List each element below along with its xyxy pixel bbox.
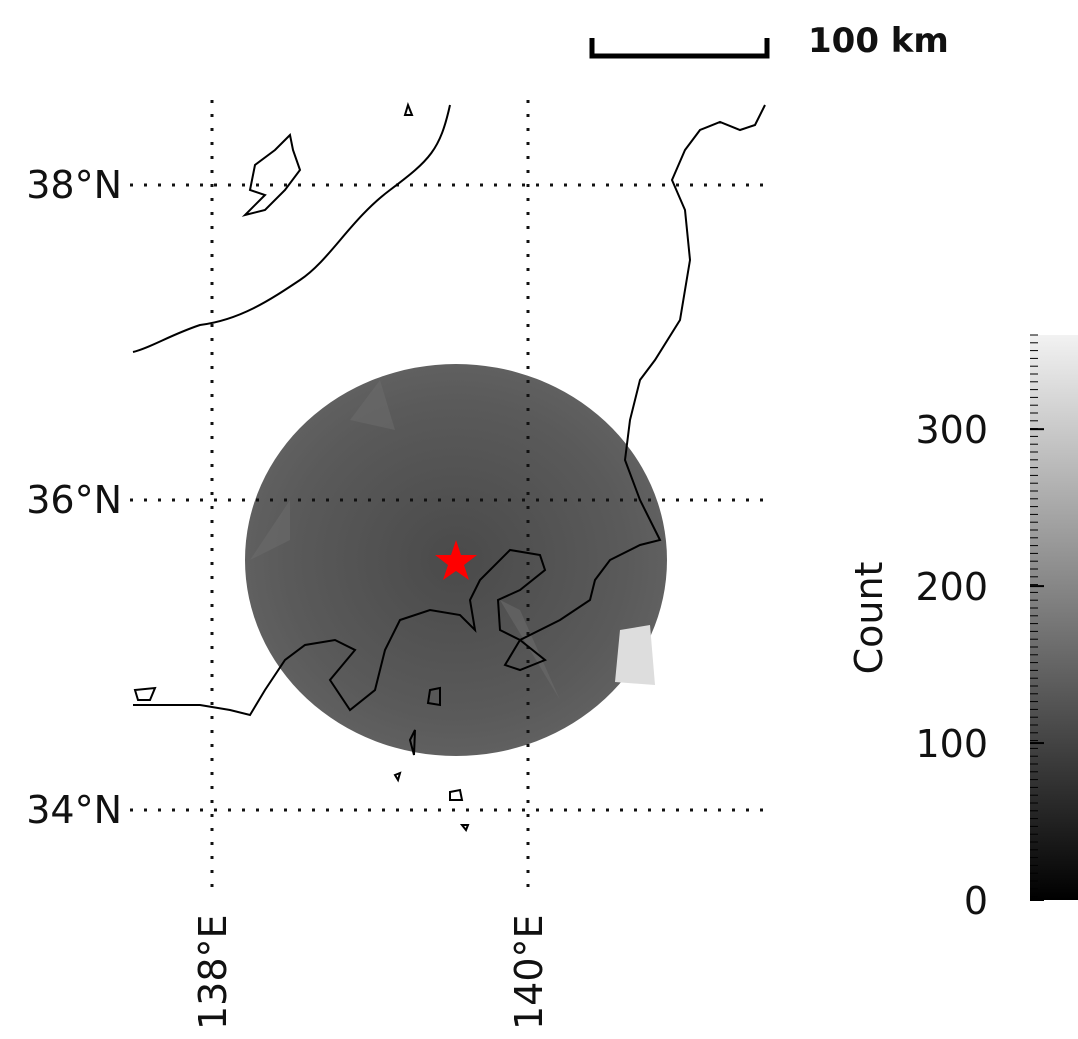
colorbar-tick-label: 100 [915,722,988,766]
lat-label: 38°N [26,163,122,207]
scale-label: 100 km [808,21,949,61]
colorbar-tick-label: 200 [915,565,988,609]
lat-label: 34°N [26,788,122,832]
scale-bar [592,38,767,56]
colorbar-tick-label: 0 [964,879,988,923]
colorbar-label: Count [847,562,891,675]
colorbar-axis: 0 100 200 300 [915,335,1044,923]
lon-label: 138°E [191,914,235,1030]
colorbar-tick-label: 300 [915,408,988,452]
lat-label: 36°N [26,478,122,522]
map-figure: 100 km 38°N 36°N 34°N 138°E 140°E Count … [0,0,1078,1035]
lon-label: 140°E [507,914,551,1030]
colorbar [1030,335,1078,900]
